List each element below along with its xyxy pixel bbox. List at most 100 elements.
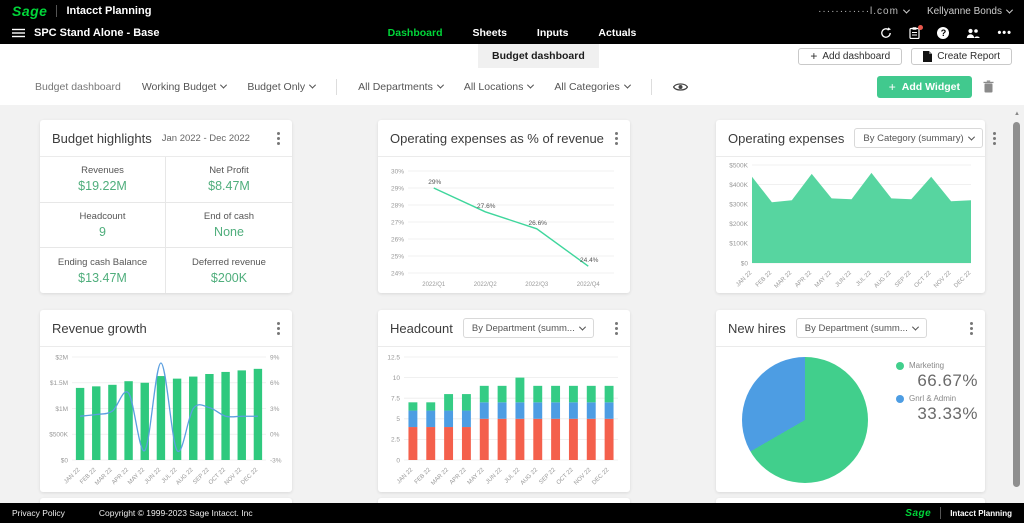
vertical-scrollbar: ▲ [1013, 110, 1021, 501]
next-row-cards [40, 498, 985, 503]
filter-toolbar: Budget dashboard Working Budget Budget O… [0, 68, 1024, 105]
svg-text:29%: 29% [428, 179, 441, 186]
svg-text:MAY 22: MAY 22 [814, 270, 833, 289]
svg-text:$300K: $300K [729, 202, 748, 209]
nav-item-sheets[interactable]: Sheets [472, 27, 507, 39]
scroll-up-arrow[interactable]: ▲ [1014, 111, 1020, 117]
svg-text:2022/Q2: 2022/Q2 [474, 282, 498, 288]
kebab-menu-icon[interactable] [615, 136, 618, 140]
new-hires-pie-chart [742, 357, 868, 483]
svg-text:JAN 22: JAN 22 [735, 270, 754, 289]
partial-card [716, 498, 985, 503]
svg-text:0: 0 [396, 457, 400, 464]
create-report-button[interactable]: Create Report [911, 47, 1012, 65]
svg-text:MAR 22: MAR 22 [774, 270, 794, 290]
svg-text:$1M: $1M [55, 406, 68, 413]
svg-text:APR 22: APR 22 [794, 270, 813, 289]
footer-product-name: Intacct Planning [950, 508, 1012, 518]
user-email-menu[interactable]: ············l.com [818, 6, 910, 17]
footer-bar: Privacy Policy Copyright © 1999-2023 Sag… [0, 503, 1024, 523]
svg-text:JUN 22: JUN 22 [835, 270, 854, 289]
footer-sage-logo: Sage [905, 507, 932, 519]
notification-badge [918, 25, 924, 30]
add-dashboard-button[interactable]: + Add dashboard [798, 47, 903, 65]
scrollbar-thumb[interactable] [1013, 122, 1020, 487]
widget-new-hires: New hires By Department (summ... Marketi… [716, 310, 985, 492]
svg-text:5: 5 [396, 416, 400, 423]
plus-icon: + [810, 49, 818, 63]
add-widget-button[interactable]: + Add Widget [876, 75, 972, 98]
svg-text:$2M: $2M [55, 354, 68, 361]
filter-departments[interactable]: All Departments [358, 81, 444, 93]
svg-text:2.5: 2.5 [391, 437, 400, 444]
chevron-down-icon [967, 133, 975, 141]
metric-revenues: Revenues $19.22M [40, 157, 166, 203]
brand-divider [56, 5, 58, 17]
widget-title: Budget highlights [52, 130, 152, 146]
filter-categories[interactable]: All Categories [554, 81, 631, 93]
svg-text:27%: 27% [391, 219, 404, 226]
user-menu[interactable]: Kellyanne Bonds [927, 6, 1014, 17]
svg-text:26%: 26% [391, 236, 404, 243]
svg-text:JUN 22: JUN 22 [144, 467, 163, 486]
top-brand-bar: Sage Intacct Planning ············l.com … [0, 0, 1024, 22]
svg-text:3%: 3% [270, 406, 280, 413]
menu-icon[interactable] [12, 28, 25, 38]
filter-locations[interactable]: All Locations [464, 81, 535, 93]
metric-end-of-cash: End of cash None [166, 203, 292, 249]
visibility-eye-icon[interactable] [672, 82, 688, 92]
widget-headcount: Headcount By Department (summ... 0 2.5 5 7.… [378, 310, 630, 492]
kebab-menu-icon[interactable] [277, 326, 280, 330]
svg-text:7.5: 7.5 [391, 396, 400, 403]
tab-budget-dashboard[interactable]: Budget dashboard [478, 44, 599, 68]
add-dashboard-label: Add dashboard [822, 50, 891, 62]
svg-text:OCT 22: OCT 22 [914, 270, 933, 289]
svg-text:12.5: 12.5 [387, 354, 400, 361]
privacy-policy-link[interactable]: Privacy Policy [12, 508, 65, 518]
widget-date-range: Jan 2022 - Dec 2022 [161, 132, 250, 144]
more-icon[interactable]: ••• [997, 27, 1012, 39]
svg-text:10: 10 [393, 375, 401, 382]
delete-widget-trash-icon[interactable] [983, 80, 994, 93]
notifications-icon[interactable] [909, 25, 924, 39]
svg-text:SEP 22: SEP 22 [538, 467, 557, 486]
widget-title: New hires [728, 320, 786, 336]
svg-text:FEB 22: FEB 22 [755, 270, 774, 289]
filter-budget-only[interactable]: Budget Only [247, 81, 317, 93]
sync-icon[interactable] [880, 27, 892, 39]
chevron-down-icon [1005, 6, 1014, 14]
department-dropdown[interactable]: By Department (summ... [462, 318, 594, 338]
sage-logo: Sage [12, 3, 48, 19]
help-icon[interactable]: ? [937, 27, 950, 39]
partial-card [378, 498, 630, 503]
widget-revenue-growth: Revenue growth $0 $500K $1M $1.5M $2M -3% 0% 3%… [40, 310, 292, 492]
filter-working-budget[interactable]: Working Budget [142, 81, 228, 93]
metric-headcount: Headcount 9 [40, 202, 166, 249]
svg-text:JUL 22: JUL 22 [855, 270, 873, 288]
svg-text:AUG 22: AUG 22 [873, 270, 893, 290]
chevron-down-icon [911, 323, 919, 331]
nav-item-dashboard[interactable]: Dashboard [387, 27, 443, 39]
kebab-menu-icon[interactable] [992, 136, 996, 140]
kebab-menu-icon[interactable] [277, 136, 280, 140]
svg-text:$100K: $100K [729, 241, 748, 248]
nav-item-inputs[interactable]: Inputs [536, 27, 569, 39]
svg-text:AUG 22: AUG 22 [175, 467, 195, 487]
widget-title: Headcount [390, 320, 453, 336]
kebab-menu-icon[interactable] [615, 326, 618, 330]
category-dropdown[interactable]: By Category (summary) [854, 128, 983, 148]
svg-text:NOV 22: NOV 22 [573, 467, 593, 487]
svg-text:MAY 22: MAY 22 [127, 467, 146, 486]
department-dropdown[interactable]: By Department (summ... [795, 318, 927, 338]
users-icon[interactable] [966, 28, 981, 39]
kebab-menu-icon[interactable] [970, 326, 973, 330]
svg-text:JAN 22: JAN 22 [396, 467, 415, 486]
widget-opex-percent: Operating expenses as % of revenue 24% 25… [378, 120, 630, 293]
svg-text:MAY 22: MAY 22 [467, 467, 486, 486]
dashboard-tab-strip: Budget dashboard + Add dashboard Create … [0, 44, 1024, 68]
svg-text:30%: 30% [391, 168, 404, 175]
nav-item-actuals[interactable]: Actuals [598, 27, 637, 39]
